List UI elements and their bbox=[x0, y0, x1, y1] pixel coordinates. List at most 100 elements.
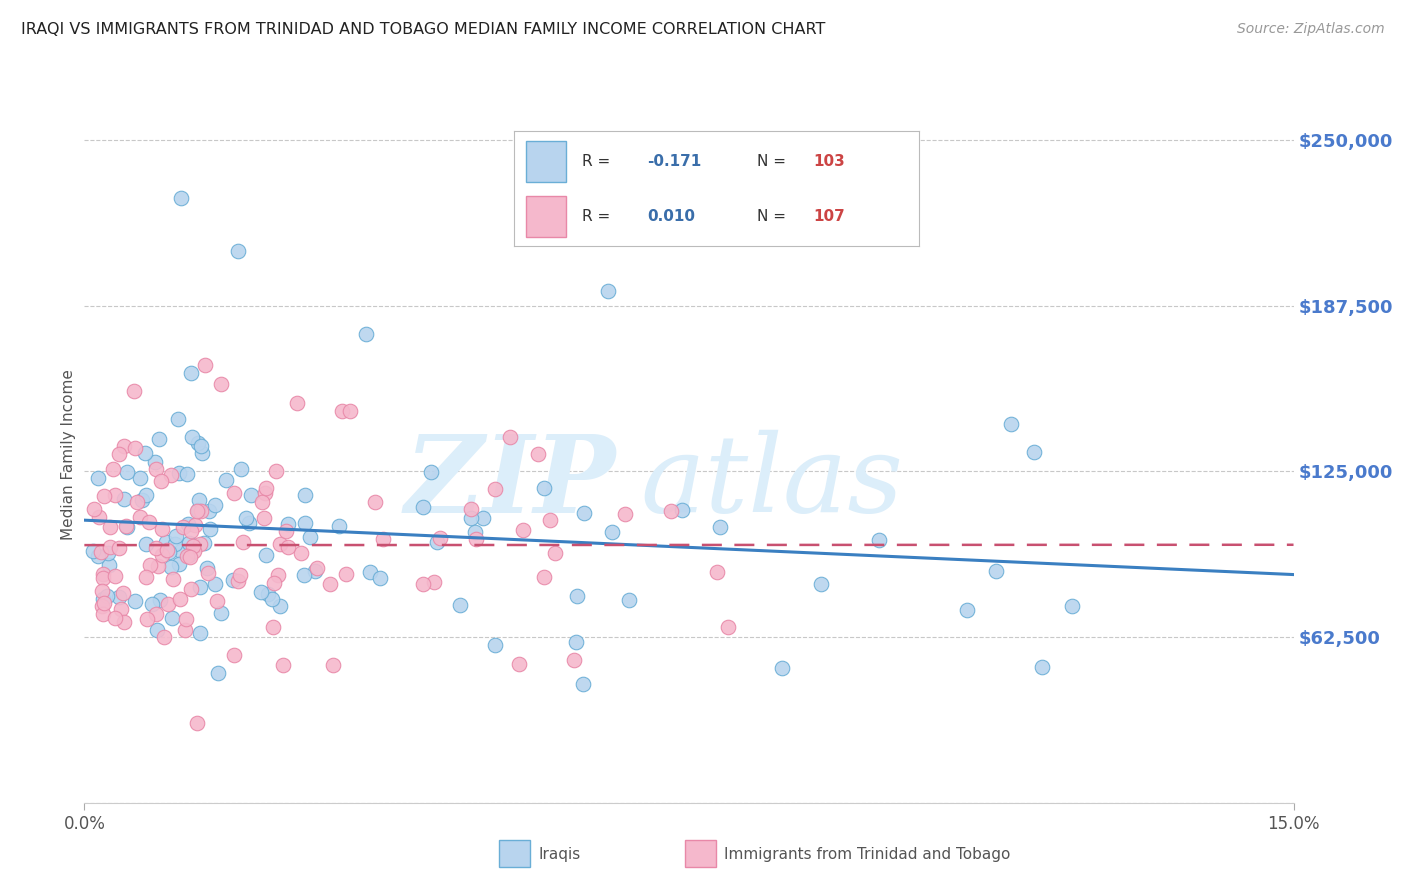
Point bbox=[574, 506, 596, 520]
Point bbox=[179, 548, 201, 562]
Point bbox=[250, 495, 273, 509]
Point bbox=[226, 244, 249, 259]
Point bbox=[117, 465, 139, 479]
Point bbox=[176, 549, 198, 563]
Point bbox=[224, 648, 246, 663]
Point bbox=[198, 522, 221, 536]
Point bbox=[330, 403, 353, 417]
Point bbox=[232, 535, 254, 549]
Point bbox=[292, 567, 315, 582]
Point bbox=[103, 611, 125, 625]
Point bbox=[328, 519, 350, 533]
Point bbox=[186, 716, 208, 731]
Point bbox=[174, 623, 197, 637]
Point bbox=[87, 470, 110, 484]
Text: atlas: atlas bbox=[641, 430, 904, 535]
Point bbox=[139, 558, 162, 573]
Point bbox=[135, 537, 157, 551]
Point bbox=[162, 611, 184, 625]
Point bbox=[204, 577, 226, 591]
Point bbox=[91, 592, 114, 607]
Point bbox=[187, 503, 209, 517]
Point bbox=[87, 549, 110, 563]
Point bbox=[706, 565, 728, 579]
Point bbox=[145, 607, 167, 621]
Point bbox=[1000, 417, 1022, 431]
Point bbox=[356, 326, 378, 341]
Point bbox=[160, 560, 183, 574]
Point bbox=[177, 516, 200, 531]
Point bbox=[262, 591, 284, 606]
Point bbox=[565, 589, 588, 603]
Point bbox=[659, 504, 682, 518]
Point bbox=[256, 481, 278, 495]
Point bbox=[91, 571, 114, 585]
Point bbox=[538, 513, 561, 527]
Point bbox=[91, 567, 114, 582]
Point bbox=[222, 573, 245, 587]
Point bbox=[264, 464, 287, 478]
Point bbox=[169, 592, 191, 607]
Point bbox=[149, 593, 172, 607]
Point bbox=[98, 519, 121, 533]
Point bbox=[181, 539, 204, 553]
Point bbox=[150, 474, 173, 488]
Point bbox=[709, 520, 731, 534]
Point bbox=[110, 602, 132, 616]
Point bbox=[368, 571, 391, 585]
Point bbox=[188, 536, 211, 550]
Point bbox=[190, 504, 212, 518]
Point bbox=[167, 466, 190, 480]
Point bbox=[229, 568, 252, 582]
Point bbox=[322, 657, 344, 672]
Point bbox=[294, 488, 316, 502]
Point bbox=[184, 518, 207, 533]
Point bbox=[148, 432, 170, 446]
Point bbox=[127, 495, 149, 509]
Point bbox=[419, 465, 441, 479]
Text: Immigrants from Trinidad and Tobago: Immigrants from Trinidad and Tobago bbox=[724, 847, 1011, 862]
Point bbox=[508, 657, 530, 671]
Y-axis label: Median Family Income: Median Family Income bbox=[60, 369, 76, 541]
Point bbox=[299, 530, 322, 544]
Point bbox=[150, 522, 173, 536]
Point bbox=[956, 603, 979, 617]
Point bbox=[195, 561, 218, 575]
Point bbox=[170, 544, 193, 558]
Point bbox=[128, 509, 150, 524]
Point bbox=[124, 442, 146, 456]
Point bbox=[138, 515, 160, 529]
Point bbox=[134, 446, 156, 460]
Point bbox=[177, 536, 200, 550]
Point bbox=[90, 545, 112, 559]
Point bbox=[181, 429, 204, 443]
Point bbox=[254, 486, 277, 500]
Point bbox=[112, 586, 135, 600]
Point bbox=[112, 491, 135, 506]
Point bbox=[810, 576, 832, 591]
Point bbox=[498, 430, 520, 444]
Point bbox=[108, 591, 131, 605]
Point bbox=[209, 377, 232, 392]
Point bbox=[770, 660, 793, 674]
Point bbox=[364, 494, 387, 508]
Point bbox=[162, 572, 184, 586]
Point bbox=[215, 473, 238, 487]
Point bbox=[169, 557, 191, 571]
Point bbox=[135, 570, 157, 584]
Point bbox=[207, 665, 229, 680]
Point bbox=[319, 577, 342, 591]
Point bbox=[176, 612, 198, 626]
Point bbox=[146, 558, 169, 573]
Point bbox=[544, 546, 567, 560]
Point bbox=[145, 462, 167, 476]
Point bbox=[572, 676, 595, 690]
Point bbox=[533, 570, 555, 584]
Point bbox=[146, 623, 169, 637]
Point bbox=[117, 520, 139, 534]
Point bbox=[93, 489, 115, 503]
Point bbox=[97, 546, 120, 560]
Point bbox=[90, 584, 112, 599]
Point bbox=[562, 652, 585, 666]
Point bbox=[89, 509, 111, 524]
